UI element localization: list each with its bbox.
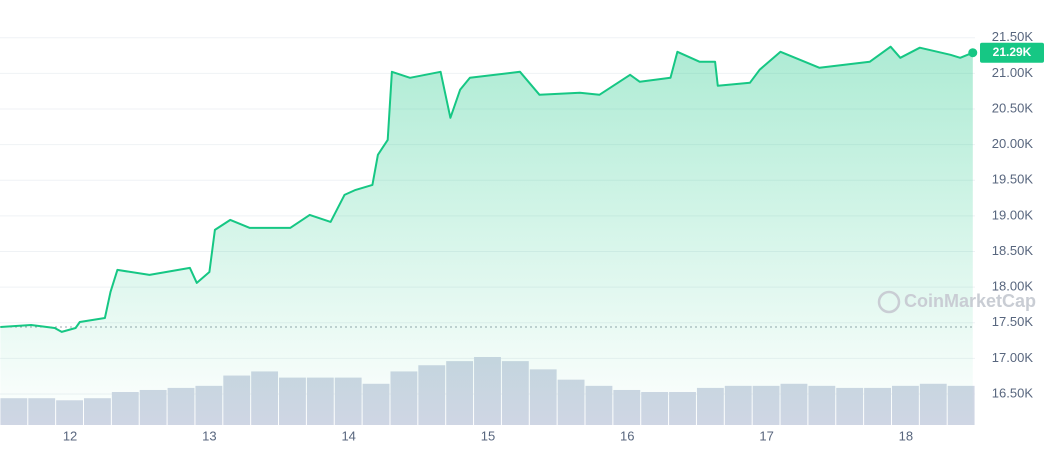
last-point xyxy=(968,48,978,58)
x-tick-label: 12 xyxy=(63,428,77,443)
y-tick-label: 19.00K xyxy=(992,207,1034,222)
x-tick-label: 13 xyxy=(202,428,216,443)
x-tick-label: 15 xyxy=(481,428,495,443)
y-tick-label: 17.50K xyxy=(992,314,1034,329)
x-tick-label: 17 xyxy=(759,428,773,443)
y-tick-label: 21.50K xyxy=(992,29,1034,44)
x-tick-label: 18 xyxy=(899,428,913,443)
watermark-logo xyxy=(877,290,901,314)
y-tick-label: 19.50K xyxy=(992,172,1034,187)
x-tick-label: 14 xyxy=(341,428,355,443)
price-line xyxy=(0,45,974,333)
y-tick-label: 20.50K xyxy=(992,100,1034,115)
area xyxy=(0,46,973,425)
watermark-text: CoinMarketCap xyxy=(904,291,1036,311)
price-tag-label: 21.29K xyxy=(993,45,1032,59)
y-tick-label: 16.50K xyxy=(992,385,1034,400)
y-tick-label: 18.50K xyxy=(992,243,1034,258)
x-tick-label: 16 xyxy=(620,428,634,443)
watermark: CoinMarketCap xyxy=(877,290,1036,314)
price-tag xyxy=(980,42,1044,63)
y-tick-label: 17.00K xyxy=(992,350,1034,365)
y-tick-label: 21.00K xyxy=(992,65,1034,80)
y-tick-label: 20.00K xyxy=(992,136,1034,151)
y-tick-label: 18.00K xyxy=(992,279,1034,294)
